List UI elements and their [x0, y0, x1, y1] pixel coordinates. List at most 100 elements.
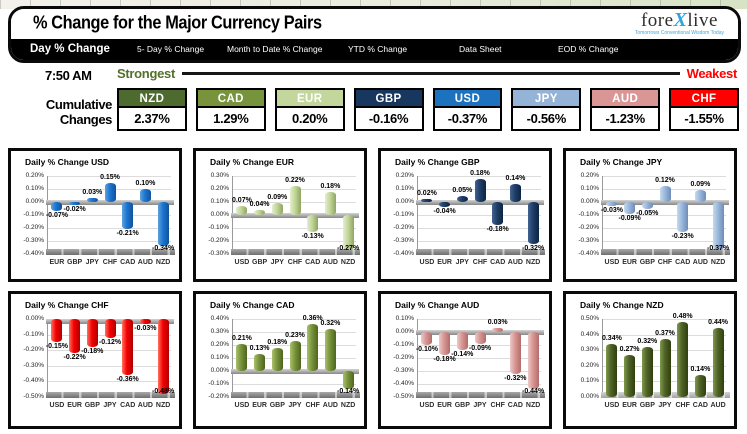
gridline [418, 371, 541, 372]
bar-value-label: -0.32% [522, 244, 545, 252]
x-category-label: EUR [622, 402, 637, 409]
tab-month-to-date-change[interactable]: Month to Date % Change [227, 44, 323, 54]
x-category-label: JPY [270, 259, 284, 266]
zero-axis-platform [416, 200, 544, 205]
plot-floor [416, 249, 545, 255]
y-tick-label: -0.10% [393, 341, 414, 348]
y-tick-label: 0.00% [210, 367, 229, 374]
bar-value-label: 0.02% [416, 190, 437, 198]
bar-value-label: 0.18% [267, 338, 288, 346]
bar-value-label: 0.18% [320, 182, 341, 190]
gridline [603, 176, 726, 177]
chart-daily-change-cad: Daily % Change CAD 0.40% 0.30% 0.20% 0.10% 0.… [193, 291, 367, 429]
bar-value-label: -0.12% [98, 338, 122, 346]
bar-cad [122, 319, 134, 376]
x-category-label: CAD [507, 402, 523, 409]
y-tick-label: 0.10% [580, 377, 599, 385]
y-tick-label: 0.40% [580, 330, 599, 338]
bar-value-label: 0.09% [267, 194, 288, 202]
x-category-label: CHF [287, 259, 303, 266]
x-category-label: GBP [639, 259, 655, 266]
bar-value-label: -0.21% [116, 230, 139, 238]
gridline [418, 176, 541, 177]
tab-ytd-pct-change[interactable]: YTD % Change [348, 44, 408, 54]
bar-usd [51, 319, 63, 343]
bar-jpy [86, 198, 98, 202]
currency-cumulative-value: -0.37% [447, 111, 488, 126]
gridline [233, 228, 356, 229]
x-category-label: USD [49, 402, 65, 409]
gridline [233, 384, 356, 385]
x-category-label: CHF [305, 402, 320, 409]
bar-nzd [527, 332, 539, 390]
bar-nzd [342, 371, 354, 390]
bar-eur [439, 202, 451, 208]
zero-axis-platform [231, 369, 359, 374]
tab-5-day-pct-change[interactable]: 5- Day % Change [137, 44, 205, 54]
bar-value-label: -0.48% [152, 388, 175, 395]
bar-jpy [271, 203, 283, 215]
cumulative-box-eur: EUR 0.20% [274, 88, 345, 131]
zero-axis-platform [601, 200, 729, 205]
bar-usd [236, 343, 248, 371]
y-tick-label: 0.00% [210, 211, 229, 218]
cumulative-boxes: NZD 2.37% CAD 1.29% EUR 0.20% GBP -0.16%… [117, 88, 739, 131]
bar-value-label: -0.18% [433, 356, 456, 364]
bar-value-label: 0.34% [601, 335, 622, 342]
bar-eur [624, 202, 636, 214]
x-category-label: CAD [305, 259, 321, 266]
bar-cad [492, 202, 504, 226]
chart-daily-change-gbp: Daily % Change GBP 0.20% 0.10% 0.00% -0.10% -… [378, 148, 552, 282]
bar-usd [606, 344, 618, 397]
y-tick-label: -0.30% [578, 237, 599, 244]
bar-nzd [712, 202, 724, 251]
chart-title: Daily % Change AUD [395, 300, 480, 310]
bar-value-label: 0.18% [470, 169, 490, 177]
gridline [233, 319, 356, 320]
bar-usd [421, 199, 433, 202]
currency-code: JPY [513, 90, 580, 108]
x-category-label: NZD [710, 259, 726, 266]
plot-floor [46, 249, 175, 255]
chart-daily-change-chf: Daily % Change CHF 0.00% -0.10% -0.20% -0.30… [8, 291, 182, 429]
x-category-label: CAD [120, 259, 136, 266]
x-category-label: AUD [322, 402, 338, 409]
tab-day-pct-change[interactable]: Day % Change [30, 43, 110, 55]
currency-cumulative-value: 1.29% [213, 111, 249, 126]
bar-value-label: -0.23% [671, 232, 694, 240]
bar-value-label: -0.05% [636, 209, 659, 217]
chart-title: Daily % Change CHF [25, 300, 109, 310]
y-tick-label: 0.00% [395, 328, 414, 335]
tab-eod-pct-change[interactable]: EOD % Change [558, 44, 619, 54]
bar-value-label: -0.14% [337, 388, 360, 395]
bar-jpy [456, 195, 468, 202]
bar-value-label: -0.18% [81, 348, 104, 356]
y-tick-label: 0.20% [210, 185, 229, 192]
plot-floor [46, 392, 175, 398]
bar-chf [659, 186, 671, 202]
bar-chf [307, 324, 319, 371]
y-tick-label: -0.40% [393, 380, 414, 387]
bar-nzd [157, 319, 169, 394]
bar-value-label: 0.12% [655, 177, 675, 185]
y-tick-label: 0.00% [25, 315, 44, 322]
y-tick-label: -0.20% [393, 224, 414, 231]
tab-data-sheet[interactable]: Data Sheet [459, 44, 502, 54]
plot-floor [416, 392, 545, 398]
x-category-label: GBP [639, 402, 655, 409]
time-label: 7:50 AM [45, 68, 92, 83]
chart-daily-change-eur: Daily % Change EUR 0.30% 0.20% 0.10% 0.00% -0… [193, 148, 367, 282]
chart-plot: 0.20% 0.10% 0.00% -0.10% -0.20% -0.30% -0.40% -… [23, 172, 175, 266]
cumulative-box-gbp: GBP -0.16% [353, 88, 424, 131]
x-category-label: NZD [155, 259, 171, 266]
plot-floor [231, 249, 360, 255]
bar-nzd [342, 215, 354, 251]
chart-plot: 0.30% 0.20% 0.10% 0.00% -0.10% -0.20% -0.30% 0.… [208, 172, 360, 266]
chart-title: Daily % Change JPY [580, 157, 663, 167]
x-category-label: AUD [507, 259, 523, 266]
y-tick-label: 0.10% [210, 354, 229, 361]
y-tick-label: 0.00% [395, 198, 414, 205]
y-tick-label: -0.40% [23, 250, 44, 257]
currency-cumulative-value: 2.37% [134, 111, 170, 126]
gridline [603, 241, 726, 242]
